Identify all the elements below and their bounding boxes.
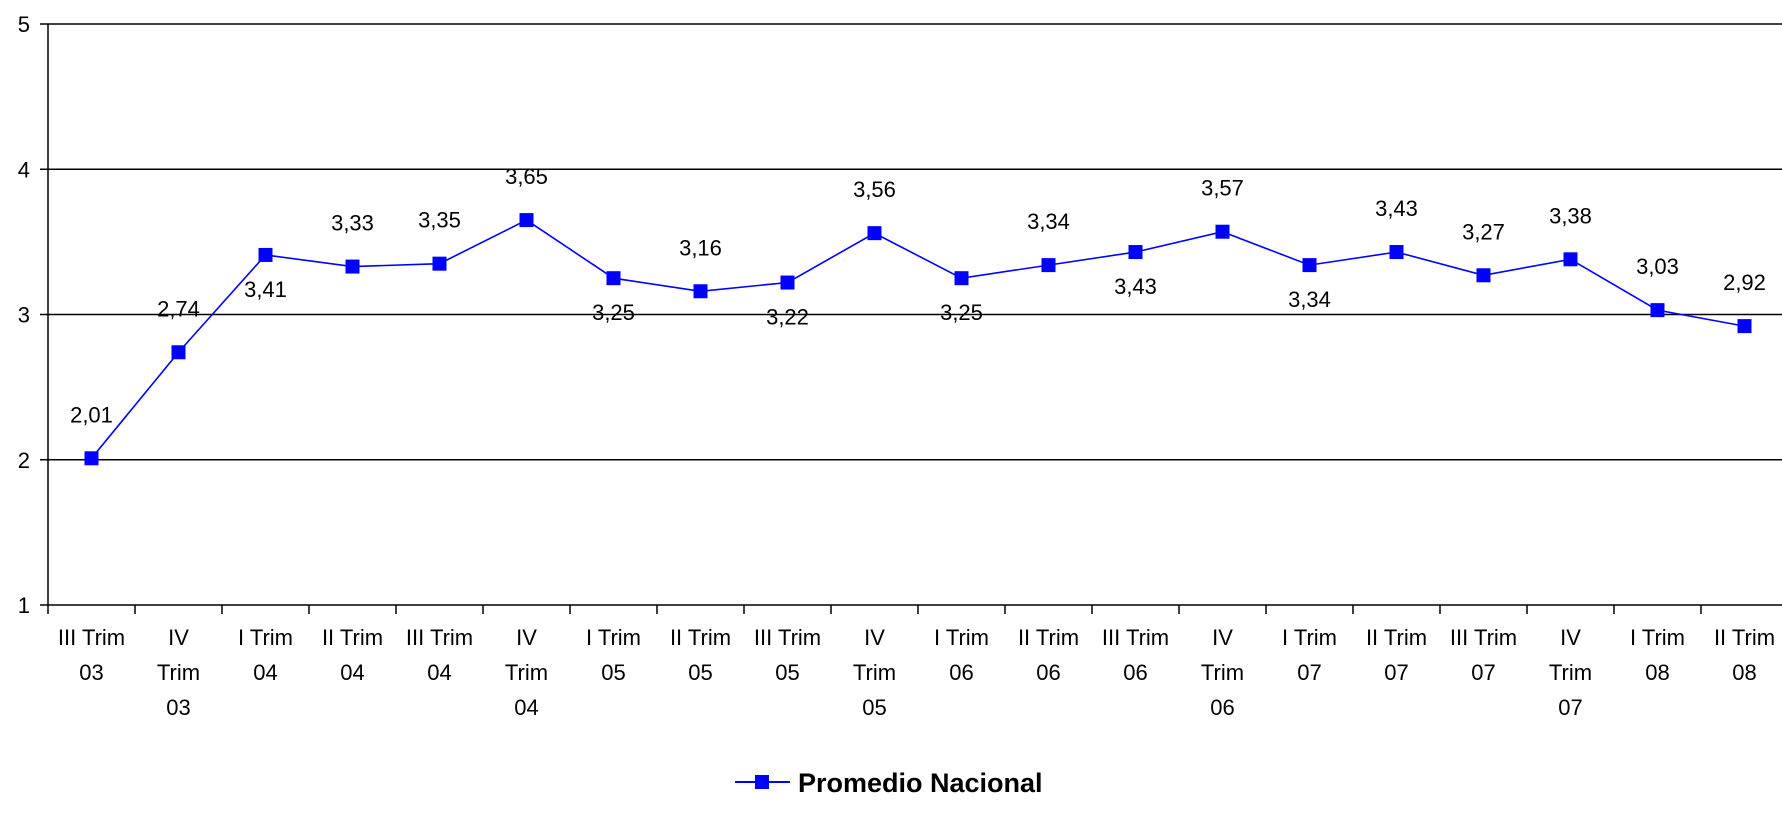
x-tick-label: IV Trim 05 [853,625,896,720]
x-tick-label: III Trim 03 [58,625,125,685]
x-tick-label: III Trim 07 [1450,625,1517,685]
data-point [171,345,186,360]
data-label: 2,01 [70,402,113,427]
data-point [258,247,273,262]
data-label: 3,16 [679,235,722,260]
data-label: 2,74 [157,296,200,321]
data-label: 3,25 [940,300,983,325]
x-tick-label: I Trim 05 [586,625,641,685]
y-tick-label: 2 [18,448,30,473]
data-point [954,271,969,286]
data-point [867,226,882,241]
data-label: 2,92 [1723,270,1766,295]
y-tick-label: 1 [18,593,30,618]
y-tick-label: 5 [18,12,30,37]
x-tick-label: III Trim 05 [754,625,821,685]
data-label: 3,27 [1462,219,1505,244]
x-tick-label: II Trim 05 [670,625,731,685]
y-tick-label: 3 [18,303,30,328]
data-label: 3,22 [766,305,809,330]
x-tick-label: II Trim 07 [1366,625,1427,685]
x-tick-label: II Trim 04 [322,625,383,685]
data-label: 3,25 [592,300,635,325]
data-point [693,284,708,299]
data-point [1737,319,1752,334]
data-label: 3,35 [418,208,461,233]
data-point [1041,258,1056,273]
data-point [1650,303,1665,318]
data-label: 3,34 [1027,209,1070,234]
legend-label: Promedio Nacional [798,768,1043,798]
y-tick-label: 4 [18,157,30,182]
x-tick-label: IV Trim 03 [157,625,200,720]
data-point [780,275,795,290]
data-point [84,451,99,466]
data-point [345,259,360,274]
data-point [432,256,447,271]
data-point [1302,258,1317,273]
x-tick-label: IV Trim 04 [505,625,548,720]
legend-marker [755,775,769,789]
data-point [1476,268,1491,283]
data-point [1128,245,1143,260]
data-label: 3,33 [331,211,374,236]
x-tick-label: I Trim 06 [934,625,989,685]
x-tick-label: III Trim 04 [406,625,473,685]
data-label: 3,65 [505,164,548,189]
data-point [1215,224,1230,239]
series-line [90,219,1745,459]
x-tick-label: II Trim 06 [1018,625,1079,685]
data-label: 3,34 [1288,287,1331,312]
x-tick-label: I Trim 07 [1282,625,1337,685]
data-label: 3,57 [1201,176,1244,201]
x-tick-label: IV Trim 06 [1201,625,1244,720]
data-label: 3,03 [1636,254,1679,279]
data-point [1389,245,1404,260]
x-tick-label: IV Trim 07 [1549,625,1592,720]
data-label: 3,38 [1549,203,1592,228]
data-label: 3,56 [853,177,896,202]
x-tick-label: II Trim 08 [1714,625,1775,685]
x-tick-label: I Trim 04 [238,625,293,685]
data-label: 3,43 [1114,274,1157,299]
data-point [606,271,621,286]
data-label: 3,41 [244,277,287,302]
x-tick-label: I Trim 08 [1630,625,1685,685]
data-point [1563,252,1578,267]
x-tick-label: III Trim 06 [1102,625,1169,685]
data-label: 3,43 [1375,196,1418,221]
data-point [519,213,534,228]
